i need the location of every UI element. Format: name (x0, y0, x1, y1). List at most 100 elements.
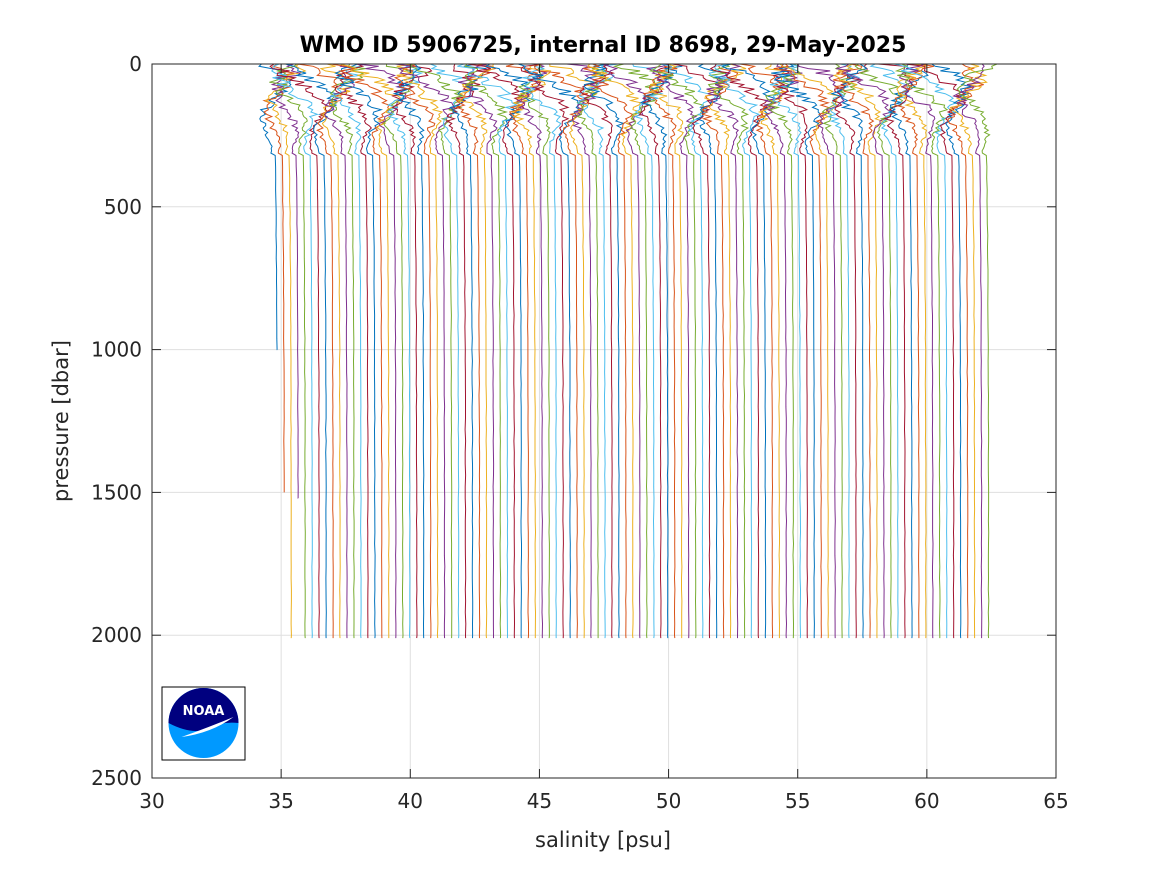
salinity-profile-line (642, 63, 678, 639)
salinity-profile-line (393, 63, 436, 639)
y-tick-label: 2500 (91, 766, 142, 790)
axes-frame (151, 63, 1057, 779)
x-tick-label: 45 (527, 789, 552, 813)
y-tick-label: 1000 (91, 338, 142, 362)
salinity-profile-line (330, 63, 391, 639)
salinity-profile-line (458, 63, 498, 639)
salinity-profile-line (534, 63, 589, 639)
salinity-profile-line (583, 63, 626, 639)
salinity-profile-line (647, 63, 684, 639)
salinity-profile-line (264, 63, 307, 639)
salinity-profile-line (704, 63, 747, 639)
salinity-profile-line (709, 63, 769, 639)
salinity-profile-line (612, 63, 660, 639)
salinity-profile-line (466, 63, 525, 639)
salinity-profile-line (522, 63, 562, 639)
salinity-profile-line (757, 63, 790, 639)
chart-title: WMO ID 5906725, internal ID 8698, 29-May… (300, 33, 907, 58)
salinity-profile-line (516, 63, 548, 639)
x-axis-label: salinity [psu] (535, 828, 671, 852)
salinity-profile-line (949, 63, 988, 639)
salinity-profile-line (832, 63, 884, 639)
y-tick-label: 500 (104, 195, 142, 219)
salinity-profile-line (464, 63, 509, 639)
salinity-profile-line (269, 63, 308, 639)
salinity-profile-line (772, 63, 809, 639)
salinity-profile-line (646, 63, 698, 639)
salinity-profile-line (773, 63, 831, 639)
salinity-profile-line (764, 63, 803, 639)
salinity-profile-line (831, 63, 868, 639)
salinity-profile-line (854, 63, 904, 639)
salinity-profile-line (566, 63, 605, 639)
salinity-profile-line (394, 63, 456, 639)
salinity-profile-line (518, 63, 581, 639)
salinity-profile-line (659, 63, 717, 639)
y-tick-label: 2000 (91, 623, 142, 647)
salinity-profile-line (952, 63, 985, 639)
salinity-profile-line (409, 63, 464, 639)
salinity-profile-line (269, 63, 329, 639)
noaa-logo: NOAA (161, 686, 246, 761)
salinity-profile-line (896, 63, 928, 639)
salinity-profile-line (505, 63, 541, 639)
salinity-profile-line (330, 63, 362, 639)
x-tick-label: 40 (398, 789, 423, 813)
salinity-profile-line (894, 63, 935, 639)
salinity-profile-line (334, 63, 372, 639)
salinity-profile-line (836, 63, 894, 639)
salinity-profile-line (632, 63, 669, 639)
salinity-profile-line (769, 63, 802, 639)
salinity-profile-line (577, 63, 619, 639)
x-tick-label: 55 (785, 789, 810, 813)
salinity-profile-line (334, 63, 384, 639)
axes-background (152, 64, 1056, 778)
salinity-profile-line (319, 63, 353, 639)
salinity-profile-line (708, 63, 761, 639)
salinity-profile-line (517, 63, 551, 639)
salinity-profile-line (391, 63, 433, 639)
x-tick-label: 30 (139, 789, 164, 813)
salinity-profile-line (931, 63, 972, 639)
salinity-profile-line (586, 63, 643, 639)
plot-area: NOAA 30 35 40 45 50 55 60 65 0 500 1000 1500 2000 250… (91, 52, 1069, 813)
x-tick-label: 50 (656, 789, 681, 813)
salinity-profile-line (648, 63, 705, 639)
salinity-profile-line (549, 63, 598, 639)
logo-text: NOAA (183, 704, 225, 719)
salinity-profile-line (270, 63, 319, 639)
salinity-profile-line (297, 63, 348, 639)
salinity-profile-line (706, 63, 742, 639)
y-axis-label: pressure [dbar] (49, 340, 73, 502)
axis-ticks: 30 35 40 45 50 55 60 65 0 500 1000 1500 2000 2500 (91, 52, 1069, 813)
salinity-profile-line (329, 63, 366, 639)
salinity-profile-line (899, 63, 936, 639)
salinity-profile-line (456, 63, 494, 639)
salinity-profile-line (765, 63, 802, 639)
salinity-profile-line (583, 63, 634, 639)
salinity-profile-line (893, 63, 958, 639)
salinity-profile-line (904, 63, 968, 639)
x-tick-label: 35 (268, 789, 293, 813)
x-tick-label: 65 (1043, 789, 1068, 813)
salinity-profiles (258, 63, 998, 639)
salinity-profile-line (392, 63, 425, 639)
salinity-profile-line (869, 63, 911, 639)
logo-upper-shape (168, 688, 239, 731)
salinity-profile-line (270, 63, 302, 499)
salinity-profile-line (830, 63, 868, 639)
salinity-profile-line (894, 63, 949, 639)
y-tick-label: 1500 (91, 480, 142, 504)
salinity-profile-line (579, 63, 616, 639)
salinity-profile-line (956, 63, 998, 639)
salinity-profile-line (771, 63, 822, 639)
salinity-profile-line (457, 63, 518, 639)
salinity-profile-line (396, 63, 444, 639)
salinity-profile-line (947, 63, 984, 639)
salinity-profile-line (445, 63, 481, 639)
salinity-profile-line (707, 63, 750, 639)
salinity-profile-line (888, 63, 929, 639)
x-tick-label: 60 (914, 789, 939, 813)
y-tick-label: 0 (129, 52, 142, 76)
